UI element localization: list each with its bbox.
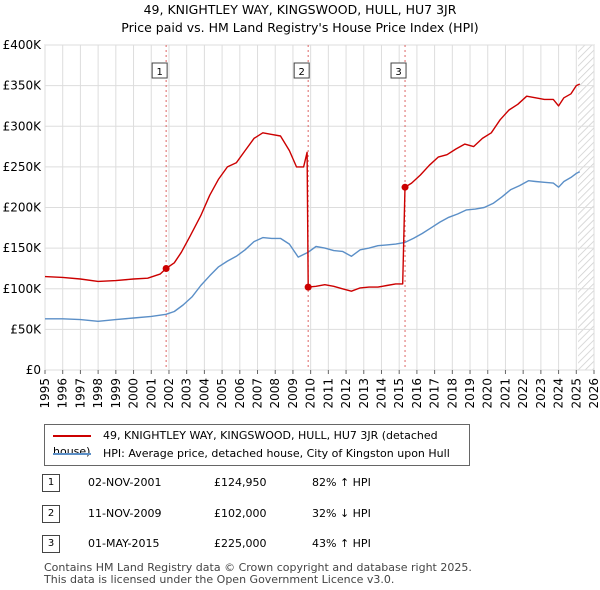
- y-tick-label: £300K: [3, 119, 43, 133]
- sale-number: 2: [42, 505, 60, 523]
- sale-marker-box: [151, 62, 168, 79]
- x-tick-label: 2015: [392, 378, 406, 409]
- sale-marker-label: 2: [298, 67, 304, 78]
- x-tick-label: 1996: [56, 378, 70, 409]
- sale-date: 02-NOV-2001: [88, 476, 162, 489]
- x-tick-label: 2020: [481, 378, 495, 409]
- x-tick-label: 2018: [445, 378, 459, 409]
- y-tick-label: £350K: [3, 79, 43, 93]
- sale-hpi-diff: 43% ↑ HPI: [312, 537, 371, 550]
- y-tick-label: £50K: [10, 322, 42, 336]
- footer-copyright: Contains HM Land Registry data © Crown c…: [44, 561, 472, 574]
- property-price-line: [44, 83, 581, 292]
- sale-point: [162, 264, 170, 272]
- sale-hpi-diff: 32% ↓ HPI: [312, 507, 371, 520]
- y-tick-label: £200K: [3, 201, 43, 215]
- sale-point: [304, 283, 312, 291]
- x-tick-label: 2017: [428, 378, 442, 409]
- footer-licence: This data is licensed under the Open Gov…: [44, 573, 395, 586]
- legend: 49, KNIGHTLEY WAY, KINGSWOOD, HULL, HU7 …: [44, 424, 470, 466]
- x-tick-label: 1997: [73, 378, 87, 409]
- x-tick-label: 2006: [233, 378, 247, 409]
- x-tick-label: 2019: [463, 378, 477, 409]
- x-tick-label: 2002: [162, 378, 176, 409]
- x-tick-label: 2016: [410, 378, 424, 409]
- sale-date: 11-NOV-2009: [88, 507, 162, 520]
- sale-marker-box: [390, 62, 407, 79]
- sale-price: £225,000: [214, 537, 267, 550]
- sale-price: £102,000: [214, 507, 267, 520]
- hpi-line: [45, 171, 581, 322]
- sale-row: 1 02-NOV-2001 £124,950 82% ↑ HPI: [0, 474, 600, 492]
- sale-marker-label: 1: [156, 67, 162, 78]
- y-tick-label: £250K: [3, 160, 43, 174]
- legend-item-hpi: HPI: Average price, detached house, City…: [53, 446, 450, 462]
- x-tick-label: 2012: [339, 378, 353, 409]
- x-tick-label: 2009: [286, 378, 300, 409]
- x-tick-label: 2011: [321, 378, 335, 409]
- price-chart: £0 £50K £100K £150K £200K £250K £300K £350K £400…: [3, 38, 600, 409]
- x-tick-label: 2001: [144, 378, 158, 409]
- y-tick-label: £100K: [3, 282, 43, 296]
- x-tick-label: 2025: [569, 378, 583, 409]
- x-tick-label: 2014: [374, 378, 388, 409]
- legend-swatch-property: [53, 435, 91, 437]
- x-tick-label: 2003: [180, 378, 194, 409]
- x-tick-label: 2024: [552, 378, 566, 409]
- x-tick-label: 1999: [109, 378, 123, 409]
- y-tick-label: £400K: [3, 38, 43, 52]
- x-tick-label: 2010: [304, 378, 318, 409]
- sale-date: 01-MAY-2015: [88, 537, 160, 550]
- x-tick-label: 1998: [91, 378, 105, 409]
- legend-swatch-hpi: [53, 453, 91, 455]
- x-tick-label: 2013: [357, 378, 371, 409]
- x-tick-label: 2007: [251, 378, 265, 409]
- sale-marker-label: 3: [395, 67, 401, 78]
- chart-title: 49, KNIGHTLEY WAY, KINGSWOOD, HULL, HU7 …: [143, 2, 457, 17]
- x-tick-label: 2004: [197, 378, 211, 409]
- sale-number: 3: [42, 535, 60, 553]
- x-tick-label: 2022: [516, 378, 530, 409]
- sale-row: 3 01-MAY-2015 £225,000 43% ↑ HPI: [0, 535, 600, 553]
- y-tick-label: £0: [26, 363, 41, 377]
- x-tick-label: 2008: [268, 378, 282, 409]
- chart-subtitle: Price paid vs. HM Land Registry's House …: [121, 20, 479, 35]
- sale-price: £124,950: [214, 476, 267, 489]
- sale-row: 2 11-NOV-2009 £102,000 32% ↓ HPI: [0, 505, 600, 523]
- sale-point: [401, 183, 409, 191]
- x-tick-label: 2021: [498, 378, 512, 409]
- sale-hpi-diff: 82% ↑ HPI: [312, 476, 371, 489]
- x-tick-label: 1995: [38, 378, 52, 409]
- legend-label-hpi: HPI: Average price, detached house, City…: [103, 447, 450, 460]
- x-tick-label: 2000: [127, 378, 141, 409]
- y-tick-label: £150K: [3, 241, 43, 255]
- sale-marker-box: [293, 62, 310, 79]
- sale-number: 1: [42, 474, 60, 492]
- legend-item-property: 49, KNIGHTLEY WAY, KINGSWOOD, HULL, HU7 …: [53, 428, 469, 458]
- x-tick-label: 2005: [215, 378, 229, 409]
- x-tick-label: 2023: [534, 378, 548, 409]
- x-tick-label: 2026: [587, 378, 600, 409]
